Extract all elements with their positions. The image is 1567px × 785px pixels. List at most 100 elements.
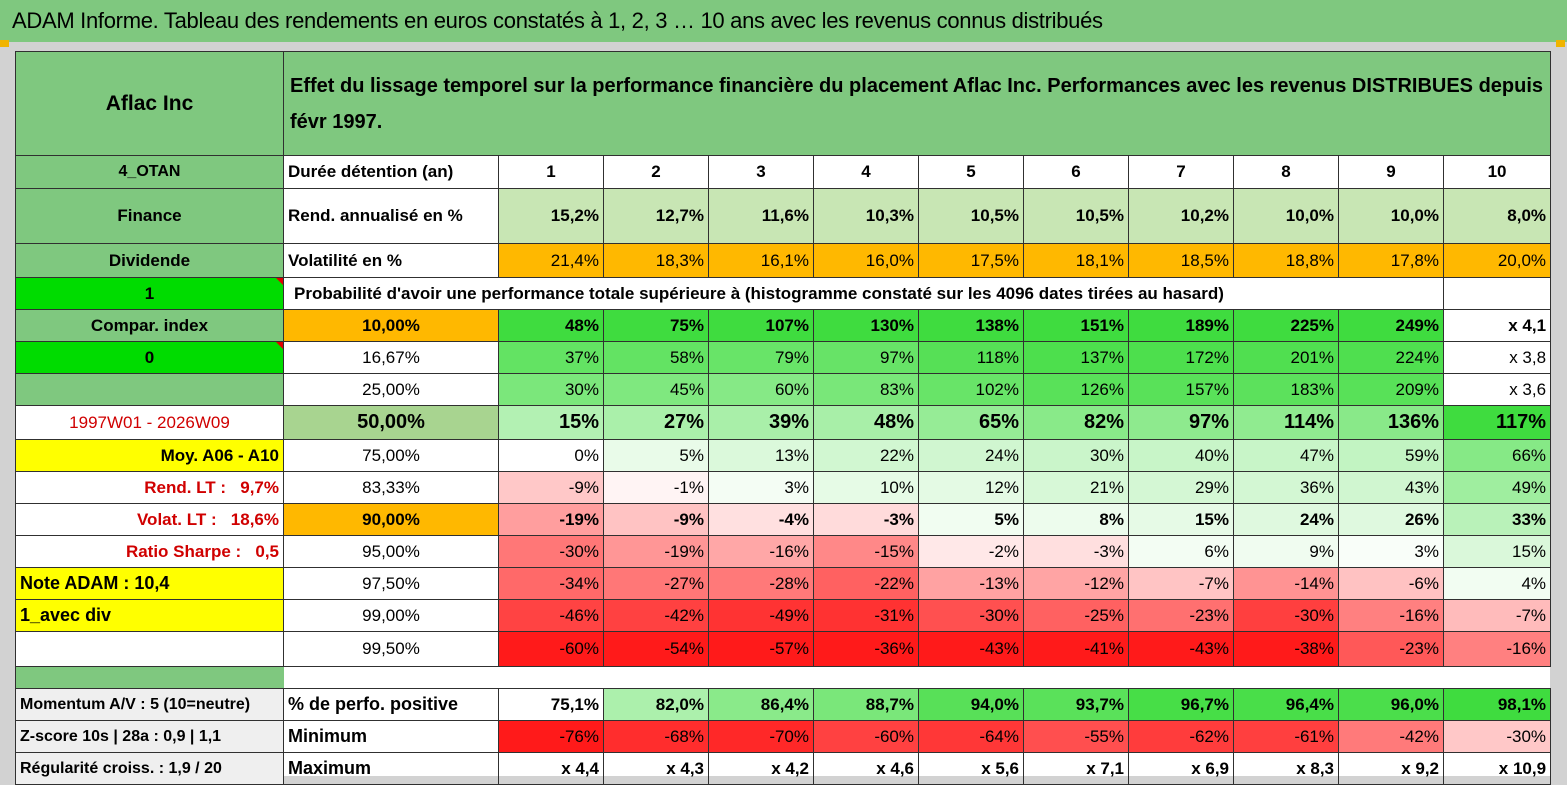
- empty-cell: [15, 631, 284, 667]
- rend-cell: 10,0%: [1338, 188, 1444, 244]
- code-cell: 4_OTAN: [15, 155, 284, 189]
- perf-cell: 0%: [498, 439, 604, 472]
- perf-cell: 12%: [918, 471, 1024, 504]
- rend-cell: 10,0%: [1233, 188, 1339, 244]
- volat-cell: 18,1%: [1023, 243, 1129, 278]
- rend-cell: 10,5%: [1023, 188, 1129, 244]
- perf-cell: 39%: [708, 405, 814, 440]
- sharpe-label: Ratio Sharpe :: [125, 541, 242, 561]
- volat-cell: 21,4%: [498, 243, 604, 278]
- probability-title: Probabilité d'avoir une performance tota…: [283, 277, 1444, 310]
- prob-level: 16,67%: [283, 341, 499, 374]
- minimum-cell: -42%: [1338, 720, 1444, 753]
- pct-positive-cell: 93,7%: [1023, 688, 1129, 721]
- corner-marker: [1556, 40, 1565, 47]
- perf-cell: -42%: [603, 599, 709, 632]
- minimum-cell: -55%: [1023, 720, 1129, 753]
- perf-cell: 137%: [1023, 341, 1129, 374]
- page-title: ADAM Informe. Tableau des rendements en …: [0, 0, 1567, 42]
- perf-cell: 66%: [1442, 439, 1552, 472]
- rend-label: Rend. annualisé en %: [283, 188, 499, 244]
- perf-cell: 107%: [708, 309, 814, 342]
- perf-cell: 22%: [813, 439, 919, 472]
- minimum-cell: -61%: [1233, 720, 1339, 753]
- empty-green-cell: [15, 373, 284, 406]
- perf-cell: 3%: [1338, 535, 1444, 568]
- perf-cell: -27%: [603, 567, 709, 600]
- rend-cell: 10,2%: [1128, 188, 1234, 244]
- perf-cell: -23%: [1128, 599, 1234, 632]
- perf-cell: -28%: [708, 567, 814, 600]
- prob-level: 90,00%: [283, 503, 499, 536]
- year-header: 4: [813, 155, 919, 189]
- flag-cell-1[interactable]: 1: [15, 277, 284, 310]
- minimum-cell: -62%: [1128, 720, 1234, 753]
- rend-cell: 15,2%: [498, 188, 604, 244]
- perf-cell: 49%: [1442, 471, 1552, 504]
- perf-cell: 130%: [813, 309, 919, 342]
- minimum-label: Minimum: [283, 720, 499, 753]
- perf-cell: 48%: [813, 405, 919, 440]
- perf-cell: 65%: [918, 405, 1024, 440]
- perf-cell: -7%: [1128, 567, 1234, 600]
- perf-cell: 13%: [708, 439, 814, 472]
- perf-cell: 138%: [918, 309, 1024, 342]
- perf-cell: 9%: [1233, 535, 1339, 568]
- rend-cell: 8,0%: [1442, 188, 1552, 244]
- perf-cell: 5%: [603, 439, 709, 472]
- prob-row: Moy. A06 - A10 75,00% 0% 5% 13% 22% 24% …: [15, 439, 1552, 472]
- pct-positive-cell: 88,7%: [813, 688, 919, 721]
- perf-cell: -46%: [498, 599, 604, 632]
- perf-cell: -54%: [603, 631, 709, 667]
- perf-cell: 82%: [1023, 405, 1129, 440]
- table-description: Effet du lissage temporel sur la perform…: [282, 51, 1552, 156]
- perf-cell: -41%: [1023, 631, 1129, 667]
- prob-level: 99,00%: [283, 599, 499, 632]
- flag-value: 0: [144, 347, 155, 367]
- perf-cell: 29%: [1128, 471, 1234, 504]
- perf-cell: 249%: [1338, 309, 1444, 342]
- sector-cell: Finance: [15, 188, 284, 244]
- year-header: 1: [498, 155, 604, 189]
- compar-index-cell: Compar. index: [15, 309, 284, 342]
- perf-cell: 83%: [813, 373, 919, 406]
- perf-cell: -9%: [603, 503, 709, 536]
- prob-row: Note ADAM : 10,4 97,50% -34% -27% -28% -…: [15, 567, 1552, 600]
- perf-cell: x 3,6: [1442, 373, 1552, 406]
- minimum-cell: -30%: [1442, 720, 1552, 753]
- perf-cell: -30%: [498, 535, 604, 568]
- perf-cell: -9%: [498, 471, 604, 504]
- perf-cell: -30%: [918, 599, 1024, 632]
- prob-level: 95,00%: [283, 535, 499, 568]
- sharpe-cell: Ratio Sharpe : 0,5: [15, 535, 284, 568]
- pct-positive-cell: 96,4%: [1233, 688, 1339, 721]
- perf-cell: 97%: [813, 341, 919, 374]
- perf-cell: 60%: [708, 373, 814, 406]
- perf-cell: 33%: [1442, 503, 1552, 536]
- pct-positive-cell: 94,0%: [918, 688, 1024, 721]
- prob-row: Volat. LT : 18,6% 90,00% -19% -9% -4% -3…: [15, 503, 1552, 536]
- year-header: 3: [708, 155, 814, 189]
- flag-value: 1: [144, 283, 155, 303]
- momentum-cell: Momentum A/V : 5 (10=neutre): [15, 688, 284, 721]
- prob-row: Ratio Sharpe : 0,5 95,00% -30% -19% -16%…: [15, 535, 1552, 568]
- volat-lt-label: Volat. LT :: [136, 509, 217, 529]
- year-header: 5: [918, 155, 1024, 189]
- spacer-row: [284, 667, 1551, 689]
- maximum-cell: x 5,6: [918, 752, 1024, 785]
- perf-cell: -6%: [1338, 567, 1444, 600]
- prob-row: Rend. LT : 9,7% 83,33% -9% -1% 3% 10% 12…: [15, 471, 1552, 504]
- prob-level: 99,50%: [283, 631, 499, 667]
- volat-cell: 18,3%: [603, 243, 709, 278]
- prob-level: 75,00%: [283, 439, 499, 472]
- flag-cell-0[interactable]: 0: [15, 341, 284, 374]
- year-header: 2: [603, 155, 709, 189]
- comment-marker: [276, 342, 283, 349]
- perf-cell: -14%: [1233, 567, 1339, 600]
- perf-cell: -1%: [603, 471, 709, 504]
- maximum-cell: x 4,2: [708, 752, 814, 785]
- rend-cell: 10,3%: [813, 188, 919, 244]
- corner-marker: [0, 40, 9, 47]
- perf-cell: -31%: [813, 599, 919, 632]
- perf-cell: 97%: [1128, 405, 1234, 440]
